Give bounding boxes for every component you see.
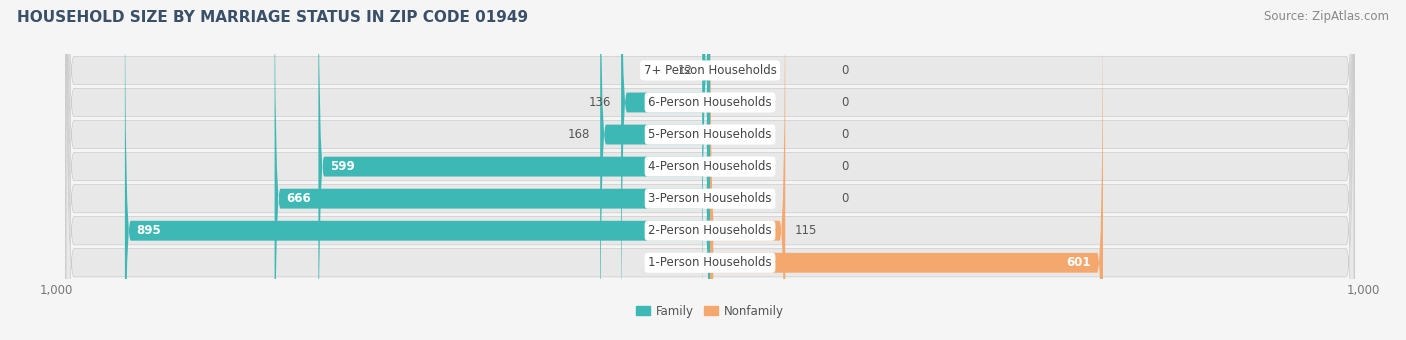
FancyBboxPatch shape (66, 0, 1354, 340)
Text: 5-Person Households: 5-Person Households (648, 128, 772, 141)
Text: 666: 666 (287, 192, 311, 205)
FancyBboxPatch shape (274, 0, 710, 340)
Text: 1-Person Households: 1-Person Households (648, 256, 772, 269)
Text: 601: 601 (1067, 256, 1091, 269)
Text: 895: 895 (136, 224, 162, 237)
FancyBboxPatch shape (66, 0, 1354, 340)
Text: 4-Person Households: 4-Person Households (648, 160, 772, 173)
Text: 0: 0 (841, 128, 848, 141)
FancyBboxPatch shape (125, 0, 710, 340)
Text: 0: 0 (841, 96, 848, 109)
FancyBboxPatch shape (702, 0, 710, 340)
Text: Source: ZipAtlas.com: Source: ZipAtlas.com (1264, 10, 1389, 23)
Text: 599: 599 (330, 160, 354, 173)
Text: 0: 0 (841, 64, 848, 77)
Text: HOUSEHOLD SIZE BY MARRIAGE STATUS IN ZIP CODE 01949: HOUSEHOLD SIZE BY MARRIAGE STATUS IN ZIP… (17, 10, 529, 25)
Text: 168: 168 (568, 128, 591, 141)
Text: 0: 0 (841, 192, 848, 205)
Text: 3-Person Households: 3-Person Households (648, 192, 772, 205)
Text: 6-Person Households: 6-Person Households (648, 96, 772, 109)
FancyBboxPatch shape (66, 0, 1354, 340)
FancyBboxPatch shape (621, 0, 710, 340)
FancyBboxPatch shape (318, 0, 710, 340)
Text: 0: 0 (841, 160, 848, 173)
FancyBboxPatch shape (66, 0, 1354, 340)
FancyBboxPatch shape (710, 0, 1102, 340)
Text: 115: 115 (794, 224, 817, 237)
FancyBboxPatch shape (66, 0, 1354, 340)
FancyBboxPatch shape (600, 0, 710, 340)
Text: 136: 136 (589, 96, 612, 109)
Text: 7+ Person Households: 7+ Person Households (644, 64, 776, 77)
FancyBboxPatch shape (66, 0, 1354, 340)
Text: 12: 12 (678, 64, 692, 77)
Text: 2-Person Households: 2-Person Households (648, 224, 772, 237)
FancyBboxPatch shape (710, 0, 785, 340)
FancyBboxPatch shape (66, 0, 1354, 340)
Legend: Family, Nonfamily: Family, Nonfamily (631, 300, 789, 322)
